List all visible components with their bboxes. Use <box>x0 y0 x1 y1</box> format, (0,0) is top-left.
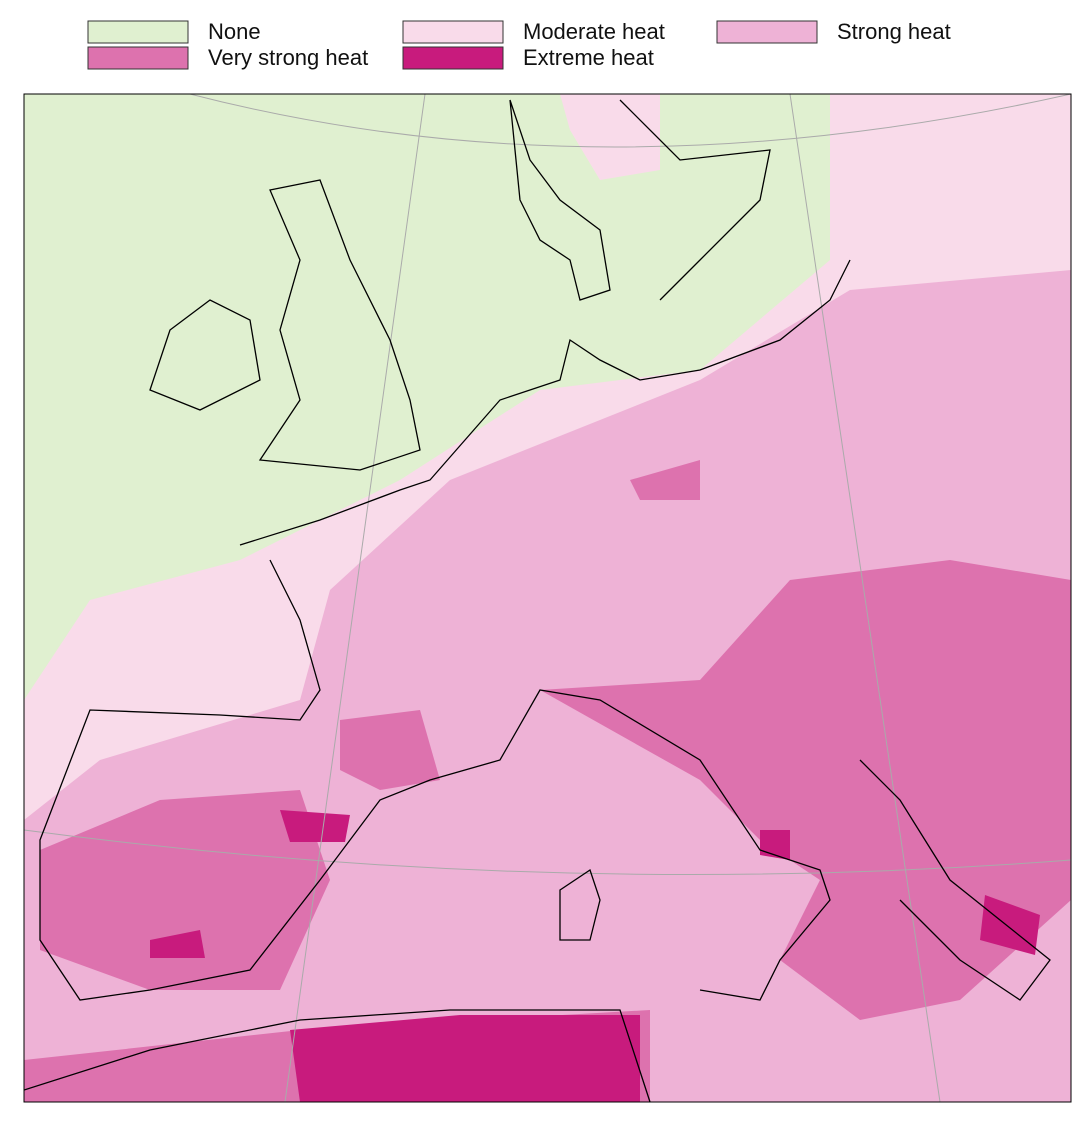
region-very-strong <box>630 460 700 500</box>
legend-swatch <box>87 20 189 44</box>
coastline <box>258 179 421 471</box>
legend-swatch <box>87 46 189 70</box>
coastline <box>24 1009 651 1102</box>
legend-label: Strong heat <box>837 19 951 44</box>
map-frame <box>23 93 1072 1103</box>
graticule <box>284 94 426 1102</box>
map-area <box>24 94 1071 1102</box>
coastline <box>619 99 771 301</box>
legend-swatch <box>716 20 818 44</box>
legend-label: Very strong heat <box>208 45 368 70</box>
region-very-strong <box>340 710 440 790</box>
graticule <box>789 94 941 1102</box>
coastline <box>239 259 851 546</box>
graticule <box>189 94 1071 148</box>
region-extreme <box>280 810 350 842</box>
legend: None Moderate heat Strong heat Very strong … <box>87 19 951 70</box>
legend-swatch <box>402 20 504 44</box>
coastline <box>559 868 601 941</box>
graticule <box>24 829 1071 876</box>
legend-label: Extreme heat <box>523 45 654 70</box>
legend-label: None <box>208 19 261 44</box>
region-very-strong <box>540 560 1071 1020</box>
region-extreme <box>150 930 205 958</box>
legend-label: Moderate heat <box>523 19 665 44</box>
legend-swatch <box>402 46 504 70</box>
coastline <box>39 559 831 1001</box>
region-very-strong <box>40 790 330 990</box>
coastline <box>859 759 1051 1001</box>
region-extreme <box>290 1015 640 1102</box>
coastline <box>149 299 261 411</box>
coastline <box>509 99 611 301</box>
